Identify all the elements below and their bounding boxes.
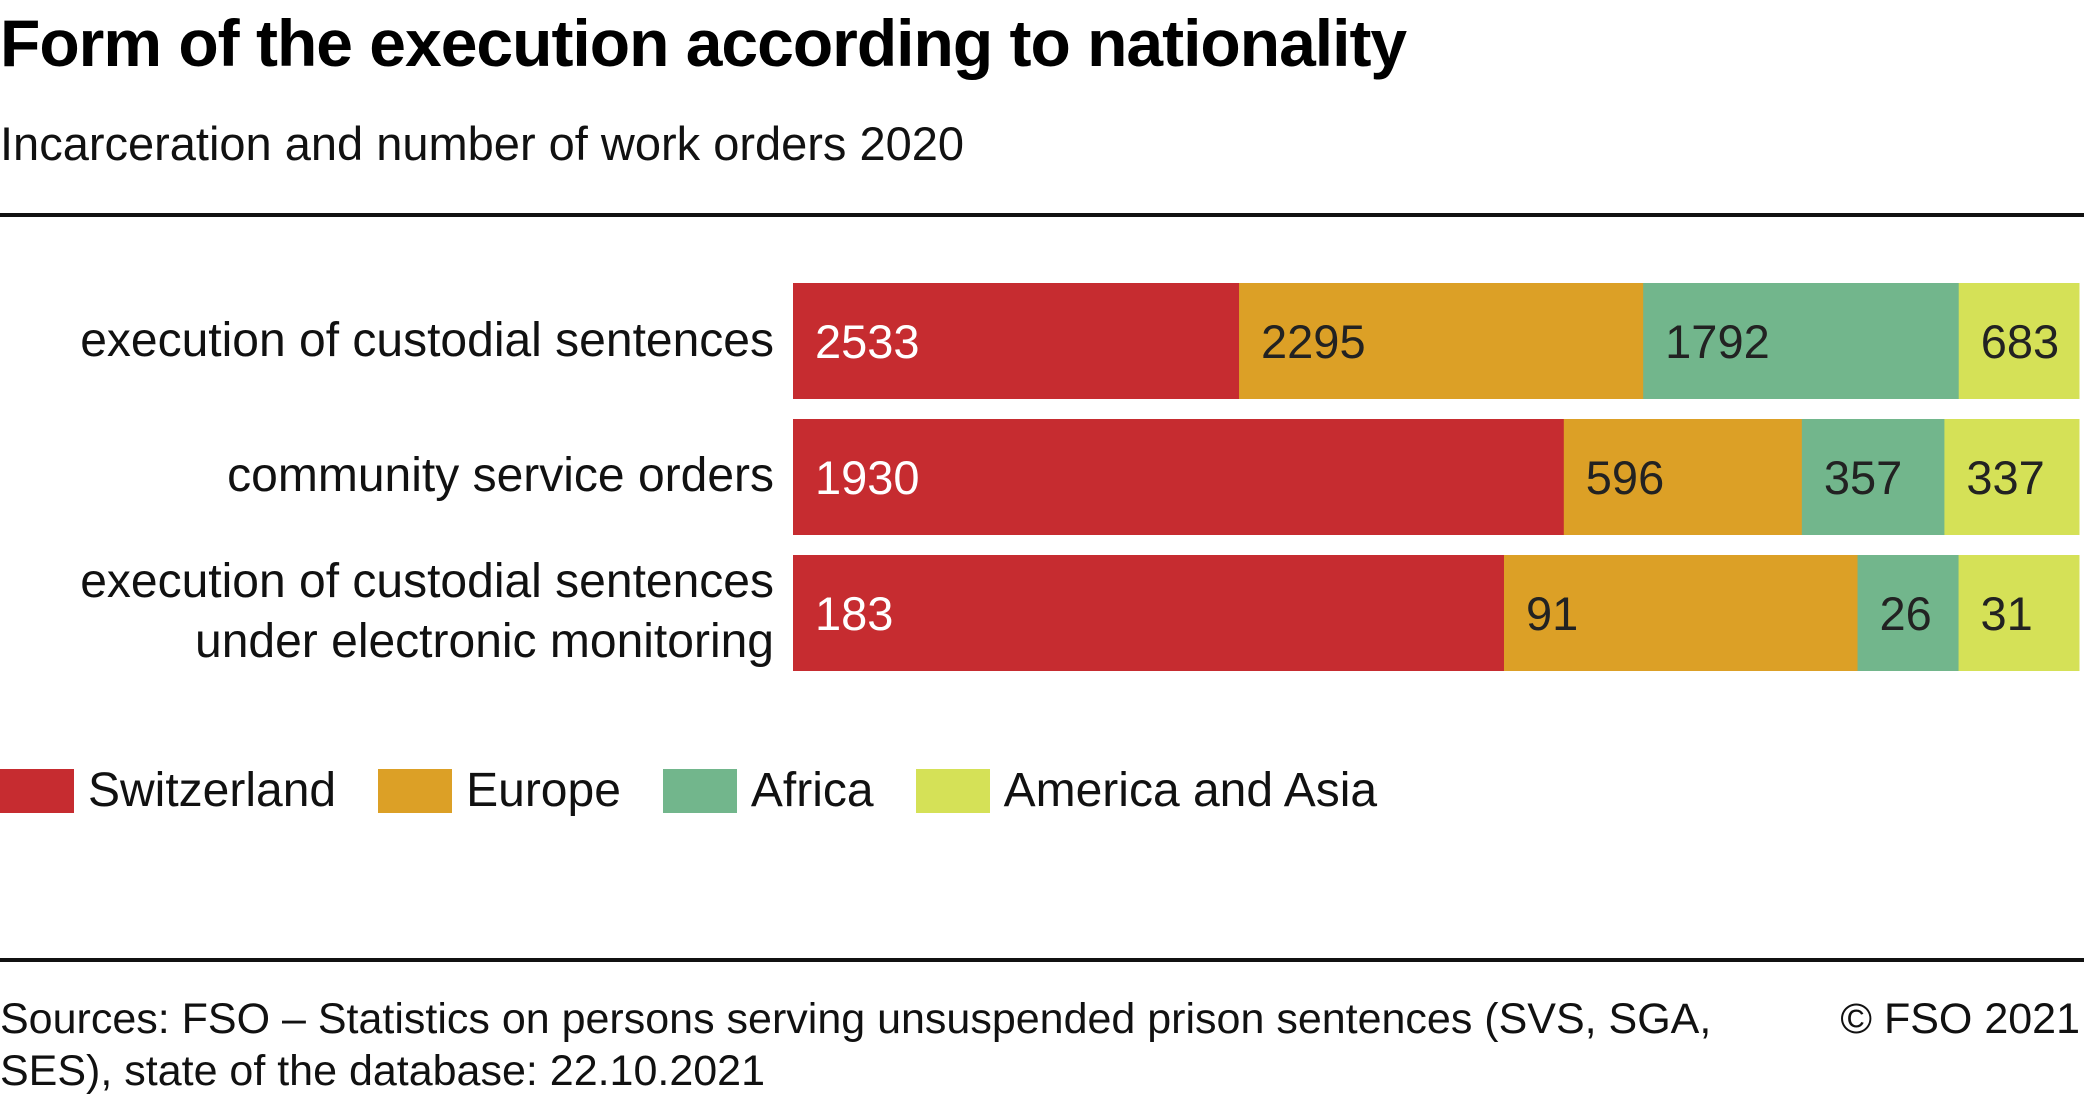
legend: Switzerland Europe Africa America and As… — [0, 764, 1419, 817]
legend-swatch — [915, 769, 990, 813]
row-label-line: execution of custodial sentences — [80, 314, 774, 367]
bar-segment-africa — [1857, 555, 1960, 671]
bar-segment-america-and-asia — [1958, 283, 2080, 399]
data-label: 357 — [1824, 451, 1902, 504]
copyright: © FSO 2021 — [1840, 995, 2080, 1043]
row-label-community-service: community service orders — [227, 446, 774, 506]
data-label: 2533 — [815, 315, 920, 368]
bar-segment-europe — [1239, 283, 1644, 399]
bar-row-2: 183 91 26 31 — [793, 555, 2080, 671]
chart-title: Form of the execution according to natio… — [0, 6, 1407, 80]
top-divider — [0, 213, 2084, 217]
data-label: 1792 — [1665, 315, 1770, 368]
data-label: 26 — [1880, 587, 1932, 640]
data-label: 1930 — [815, 451, 920, 504]
data-label: 91 — [1526, 587, 1578, 640]
bar-segment-europe — [1503, 555, 1859, 671]
data-label: 337 — [1966, 451, 2044, 504]
data-label: 183 — [815, 587, 893, 640]
bar-segment-africa — [1801, 419, 1945, 535]
bar-segment-switzerland — [793, 283, 1240, 399]
source-note: Sources: FSO – Statistics on persons ser… — [0, 995, 1712, 1095]
legend-label: Switzerland — [88, 764, 337, 817]
bottom-divider — [0, 958, 2084, 962]
data-label: 596 — [1586, 451, 1664, 504]
legend-item-africa: Africa — [662, 764, 874, 817]
bar-row-1: 1930 596 357 337 — [793, 419, 2080, 535]
legend-item-switzerland: Switzerland — [0, 766, 336, 816]
row-label-custodial: execution of custodial sentences — [80, 311, 774, 371]
bar-segment-america-and-asia — [1958, 555, 2080, 671]
data-label: 31 — [1981, 587, 2033, 640]
legend-label: America and Asia — [1003, 764, 1378, 817]
bar-segment-switzerland — [793, 555, 1505, 671]
legend-swatch — [0, 769, 74, 813]
legend-swatch — [378, 769, 453, 813]
data-label: 2295 — [1261, 315, 1366, 368]
bar-segment-africa — [1643, 283, 1960, 399]
row-label-electronic-monitoring: execution of custodial sentences under e… — [80, 552, 774, 672]
legend-label: Africa — [750, 764, 874, 817]
row-label-line: execution of custodial sentences — [80, 555, 774, 608]
chart-subtitle: Incarceration and number of work orders … — [0, 117, 965, 170]
bar-row-0: 2533 2295 1792 683 — [793, 283, 2080, 399]
row-label-line: under electronic monitoring — [195, 615, 774, 668]
legend-swatch — [662, 769, 737, 813]
row-label-line: community service orders — [227, 449, 774, 502]
legend-item-europe: Europe — [378, 766, 621, 816]
bar-segment-europe — [1563, 419, 1803, 535]
legend-label: Europe — [466, 764, 621, 817]
bar-segment-america-and-asia — [1944, 419, 2080, 535]
legend-item-america-asia: America and Asia — [915, 764, 1378, 817]
bar-segment-switzerland — [793, 419, 1565, 535]
data-label: 683 — [1981, 315, 2059, 368]
